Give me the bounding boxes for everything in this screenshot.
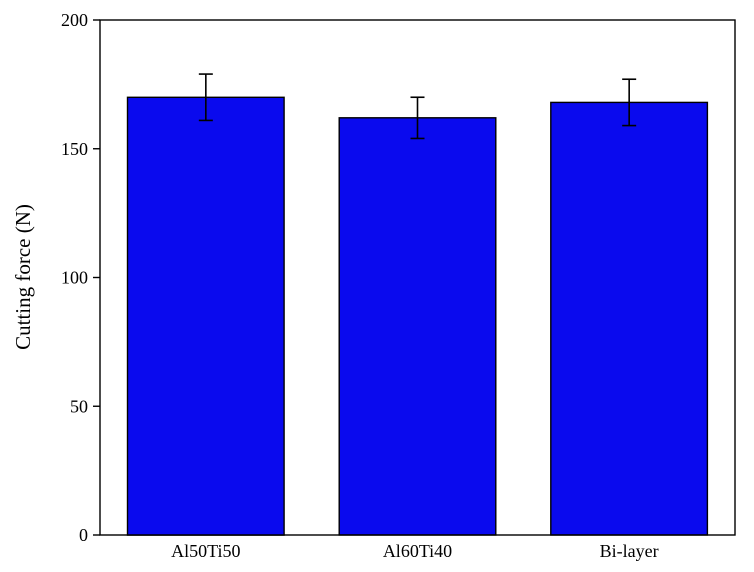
x-tick-label: Bi-layer xyxy=(600,541,659,561)
bar-0 xyxy=(126,96,285,536)
x-tick-label: Al60Ti40 xyxy=(383,541,452,561)
y-tick-label: 50 xyxy=(70,396,88,416)
y-tick-label: 150 xyxy=(61,139,88,159)
error-bar-0 xyxy=(198,73,213,122)
bar-2 xyxy=(550,101,709,536)
x-tick-label: Al50Ti50 xyxy=(171,541,240,561)
y-tick-label: 0 xyxy=(79,525,88,545)
bars-layer xyxy=(126,96,709,536)
bar-1 xyxy=(338,117,497,536)
y-tick-label: 200 xyxy=(61,10,88,30)
y-tick-label: 100 xyxy=(61,268,88,288)
y-axis-title: Cutting force (N) xyxy=(11,204,35,350)
axes-layer xyxy=(93,19,736,536)
error-bars-layer xyxy=(198,73,637,140)
axis-labels-layer: 0 50 100 150 200 Al50Ti50 Al60Ti40 Bi-layer xyxy=(61,10,659,561)
error-bar-1 xyxy=(410,96,425,140)
error-bar-2 xyxy=(622,78,637,127)
